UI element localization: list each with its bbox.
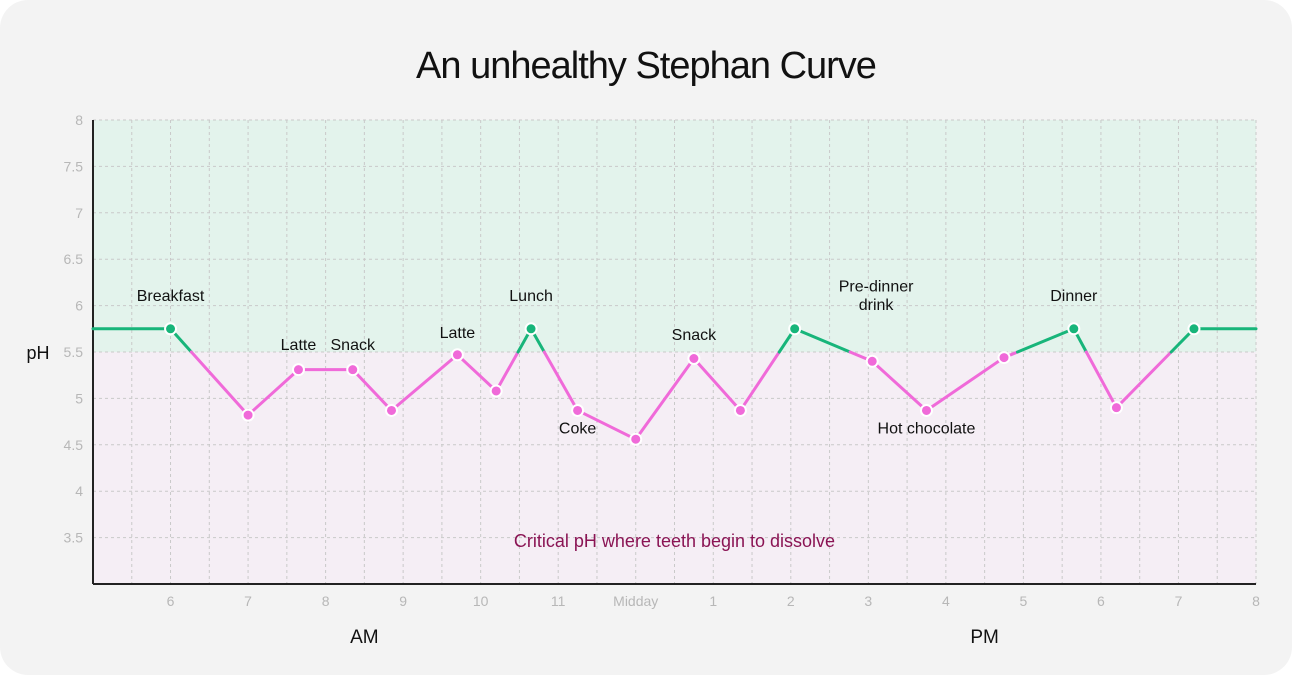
data-point [450,348,464,362]
y-tick-label: 8 [75,112,83,128]
series-segment [793,327,852,354]
annotation-breakfast: Breakfast [137,288,205,305]
data-point [687,351,701,365]
x-tick-label: 3 [864,593,872,609]
data-point [788,322,802,336]
series-segment [189,350,250,417]
data-point [919,403,933,417]
x-tick-label: 2 [787,593,795,609]
series-segment [870,359,928,412]
annotation-coke: Coke [559,421,596,438]
series-segment [246,368,300,417]
critical-ph-label: Critical pH where teeth begin to dissolv… [514,531,835,551]
data-point [1109,401,1123,415]
annotation-predinner-2: drink [859,297,895,314]
x-tick-label: 5 [1020,593,1028,609]
data-point [346,363,360,377]
x-tick-label: 8 [322,593,330,609]
y-tick-label: 6.5 [64,251,84,267]
annotation-latte-1: Latte [281,337,317,354]
series-segment [692,356,742,412]
data-point [489,384,503,398]
data-point [1067,322,1081,336]
x-tick-label: 7 [1175,593,1183,609]
annotation-snack-2: Snack [672,327,717,344]
series-segment [1084,350,1118,410]
data-point [733,403,747,417]
series-segment [1114,350,1173,410]
annotation-latte-2: Latte [440,325,476,342]
series-segment [924,356,1006,412]
x-tick-label: 7 [244,593,252,609]
series-segment [390,353,459,412]
data-point [629,432,643,446]
x-tick-label: 6 [167,593,175,609]
series-segment [455,353,498,393]
data-point [524,322,538,336]
x-tick-label: 9 [399,593,407,609]
y-tick-label: 7 [75,205,83,221]
y-axis-label: pH [26,343,49,363]
data-point [291,363,305,377]
annotation-predinner-1: Pre-dinner [839,279,914,296]
x-tick-label: 6 [1097,593,1105,609]
y-tick-label: 7.5 [64,158,84,174]
annotation-hot-chocolate: Hot chocolate [878,421,976,438]
series-segment [351,368,394,412]
x-tick-label: Midday [613,593,658,609]
series-segment [576,408,638,441]
period-label: AM [350,627,379,648]
chart-title: An unhealthy Stephan Curve [416,45,876,87]
data-point [571,403,585,417]
series-segment [1016,327,1076,354]
y-tick-label: 6 [75,298,83,314]
x-tick-label: 1 [709,593,717,609]
y-tick-label: 5 [75,390,83,406]
annotation-snack-1: Snack [331,337,376,354]
x-tick-label: 8 [1252,593,1260,609]
data-point [1187,322,1201,336]
x-tick-label: 4 [942,593,950,609]
y-tick-label: 5.5 [64,344,84,360]
data-point [241,408,255,422]
y-tick-label: 4.5 [64,437,84,453]
y-tick-label: 3.5 [64,530,84,546]
series-segment [494,350,520,393]
series-segment [738,350,781,412]
annotation-dinner: Dinner [1050,288,1098,305]
data-point [997,351,1011,365]
data-point [164,322,178,336]
y-tick-label: 4 [75,483,83,499]
data-point [385,403,399,417]
series-segment [542,350,580,412]
data-point [865,354,879,368]
period-label: PM [970,627,999,648]
x-tick-label: 10 [473,593,489,609]
x-tick-label: 11 [551,593,566,609]
annotation-lunch: Lunch [509,288,553,305]
series-segment [634,356,696,441]
